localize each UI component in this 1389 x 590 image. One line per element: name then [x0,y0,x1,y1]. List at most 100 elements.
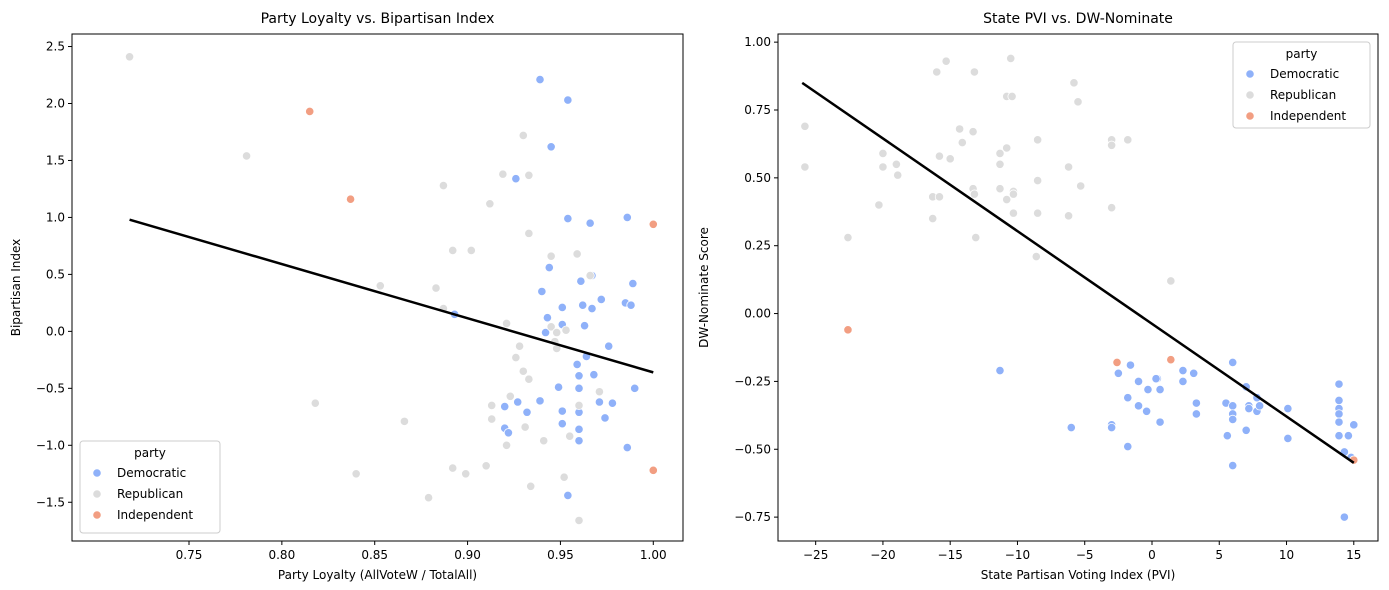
data-point [1166,276,1176,286]
data-point [1228,357,1238,368]
regression-line [129,218,654,374]
data-point [1255,401,1265,411]
data-point [1143,384,1153,395]
data-point [579,321,590,331]
data-point [1033,135,1043,145]
y-axis-label: DW-Nominate Score [697,227,711,348]
y-tick-label: 0.25 [744,239,771,253]
data-point [995,148,1005,159]
data-point [574,424,584,434]
data-point [604,341,614,351]
data-point [941,56,951,66]
data-point [969,189,980,199]
legend-marker [92,510,102,520]
data-point [1076,181,1086,191]
data-point [1063,211,1074,221]
data-point [1228,460,1238,471]
plot-frame [71,33,684,542]
data-point [932,67,942,77]
data-point [1123,393,1133,403]
data-point [628,278,638,289]
data-point [630,383,640,393]
data-point [500,401,510,412]
data-point [574,371,584,381]
legend-marker [1245,69,1255,79]
regression-line [801,81,1355,464]
data-point [1107,422,1117,433]
data-point [1334,379,1344,389]
x-tick-label: 0.75 [176,548,203,562]
x-axis-label: Party Loyalty (AllVoteW / TotalAll) [278,568,477,582]
data-point [874,200,884,210]
x-tick-label: 0 [1148,548,1156,562]
legend-entry: Democratic [117,466,186,480]
data-point [565,431,575,441]
data-point [539,436,549,446]
data-point [1133,401,1144,411]
data-point [537,286,547,297]
legend-title: party [134,446,166,460]
series-democratic [449,74,640,501]
data-point [1112,357,1122,368]
data-point [587,303,597,314]
data-point [524,228,534,238]
data-point [487,400,497,411]
legend: party Democratic Republican Independent [1232,41,1371,129]
data-point [487,414,497,424]
data-point [542,313,553,323]
data-point [607,398,618,408]
data-point [596,294,606,305]
data-point [1178,376,1188,387]
data-point [995,365,1005,376]
data-point [574,400,584,411]
data-point [559,472,569,482]
data-point [511,174,521,184]
data-point [572,249,582,259]
legend-entry: Democratic [1270,67,1339,81]
data-point [1283,403,1293,414]
data-point [1063,162,1074,172]
data-point [843,325,853,335]
y-tick-label: 0.0 [46,324,65,338]
data-point [622,442,632,453]
data-point [546,251,556,261]
data-point [1006,53,1016,64]
data-point [576,276,586,286]
x-axis-label: State Partisan Voting Index (PVI) [981,568,1176,582]
x-tick-label: 10 [1279,548,1294,562]
y-tick-label: −1.5 [36,495,65,509]
series-independent [305,106,658,475]
data-point [1107,140,1117,150]
data-point [481,461,491,471]
chart-party-loyalty-vs-bipartisan: Party Loyalty vs. Bipartisan Index 0.75 0.… [9,11,684,582]
data-point [594,397,605,407]
data-point [1002,143,1012,153]
data-point [995,159,1005,169]
plot-frame [777,33,1379,542]
series-republican [124,52,605,526]
data-point [124,52,135,62]
data-point [1113,368,1123,378]
data-point [934,151,945,161]
data-point [505,391,515,401]
legend-marker [1245,111,1255,121]
y-tick-label: 1.00 [744,35,771,49]
data-point [891,159,901,169]
data-point [1123,441,1133,452]
data-point [557,406,567,416]
y-axis-label: Bipartisan Index [9,239,23,337]
data-point [968,127,978,137]
data-point [485,199,495,209]
chart-state-pvi-vs-dw-nominate: State PVI vs. DW-Nominate −25 −20 −15 −10 −5 0… [697,11,1379,582]
x-tick-label: −10 [1005,548,1030,562]
data-point [572,359,582,370]
data-point [544,262,554,273]
data-point [524,170,534,180]
series-democratic [995,357,1359,522]
data-point [622,212,632,223]
data-point [1008,189,1019,199]
legend-marker [92,468,102,478]
data-point [526,481,536,491]
data-point [546,322,556,332]
